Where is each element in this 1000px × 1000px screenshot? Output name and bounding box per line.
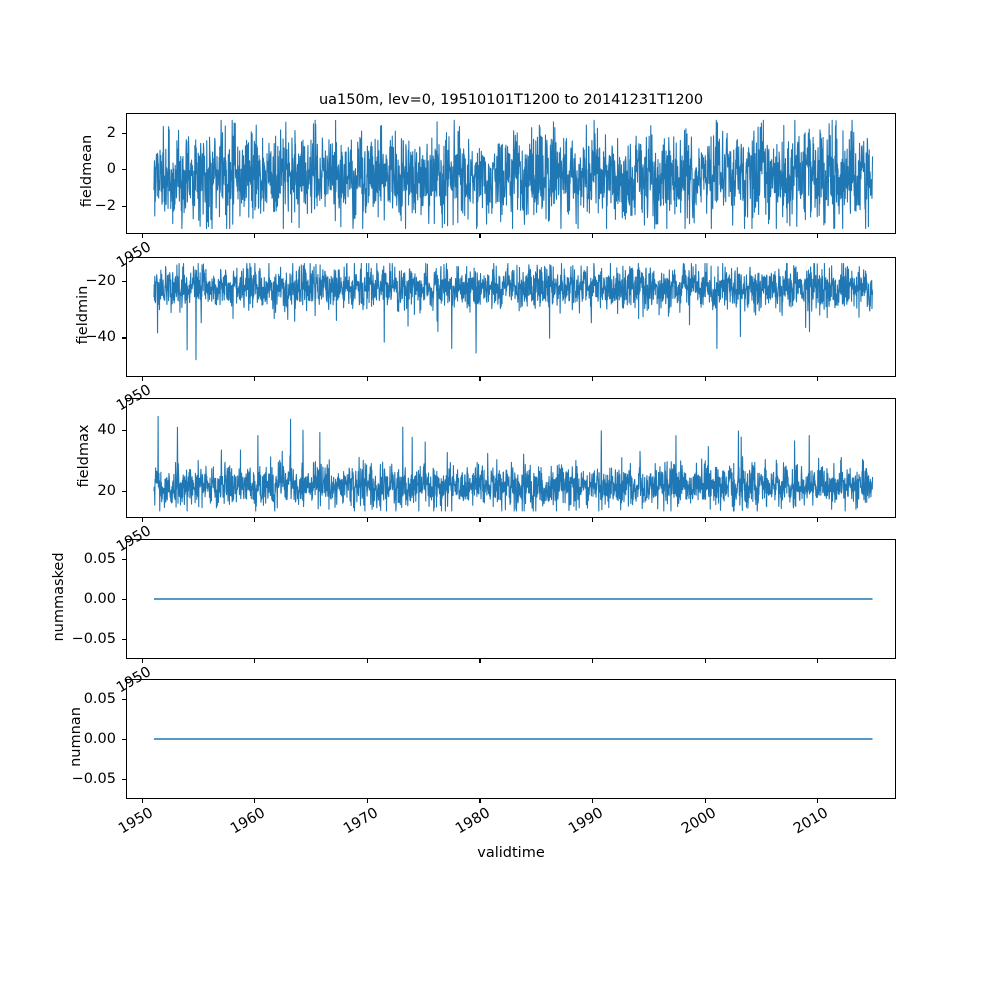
x-tick-mark xyxy=(366,799,368,803)
plot-area-fieldmean xyxy=(153,119,874,230)
x-tick-label: 2010 xyxy=(791,805,832,838)
x-tick-label: 1990 xyxy=(566,805,607,838)
x-tick-mark xyxy=(592,659,594,663)
y-tick-mark xyxy=(122,169,126,171)
y-tick-label: 40 xyxy=(97,421,116,438)
x-tick-mark xyxy=(479,234,481,238)
subplot-fieldmean xyxy=(126,113,896,234)
x-tick-mark xyxy=(366,659,368,663)
x-tick-mark xyxy=(704,799,706,803)
x-axis-label: validtime xyxy=(477,845,545,861)
plot-area-fieldmin xyxy=(153,263,874,361)
y-tick-mark xyxy=(122,699,126,701)
y-tick-label: 0.05 xyxy=(83,691,116,707)
y-tick-label: −20 xyxy=(85,273,116,289)
series-line xyxy=(153,119,874,230)
plot-area-fieldmax xyxy=(153,415,874,512)
y-tick-mark xyxy=(122,281,126,283)
x-tick-mark xyxy=(817,377,819,381)
x-tick-mark xyxy=(254,799,256,803)
x-tick-label: 1960 xyxy=(228,805,269,838)
x-tick-mark xyxy=(141,377,143,381)
x-tick-mark xyxy=(817,518,819,522)
x-tick-mark xyxy=(704,377,706,381)
subplot-nummasked xyxy=(126,539,896,659)
x-tick-mark xyxy=(141,659,143,663)
y-tick-label: 2 xyxy=(106,125,116,141)
x-tick-mark xyxy=(254,234,256,238)
x-tick-mark xyxy=(366,234,368,238)
y-tick-label: 0.05 xyxy=(83,551,116,567)
x-tick-mark xyxy=(704,234,706,238)
x-tick-mark xyxy=(817,659,819,663)
x-tick-mark xyxy=(592,799,594,803)
y-tick-label: −40 xyxy=(85,329,116,346)
x-tick-mark xyxy=(479,377,481,381)
y-tick-mark xyxy=(122,779,126,781)
x-tick-mark xyxy=(479,799,481,803)
subplot-numnan xyxy=(126,679,896,799)
series-line xyxy=(153,263,874,361)
x-tick-mark xyxy=(141,234,143,238)
y-tick-mark xyxy=(122,490,126,492)
y-tick-mark xyxy=(122,429,126,431)
x-tick-mark xyxy=(366,518,368,522)
x-tick-mark xyxy=(479,518,481,522)
subplot-fieldmin xyxy=(126,257,896,377)
y-tick-label: −0.05 xyxy=(71,631,116,647)
x-tick-mark xyxy=(254,659,256,663)
series-line xyxy=(153,415,874,512)
x-tick-mark xyxy=(254,377,256,381)
y-tick-mark xyxy=(122,337,126,339)
y-axis-label-fieldmax: fieldmax xyxy=(76,424,92,488)
y-tick-label: 20 xyxy=(97,482,116,499)
y-tick-mark xyxy=(122,639,126,641)
x-tick-mark xyxy=(817,799,819,803)
y-tick-mark xyxy=(122,205,126,207)
x-tick-label: 1980 xyxy=(453,805,494,838)
x-tick-mark xyxy=(254,518,256,522)
y-tick-mark xyxy=(122,599,126,601)
x-tick-mark xyxy=(817,234,819,238)
plot-area-nummasked xyxy=(153,598,873,600)
x-tick-mark xyxy=(592,518,594,522)
y-tick-label: 0.00 xyxy=(83,731,116,747)
x-tick-mark xyxy=(366,377,368,381)
y-tick-label: 0.00 xyxy=(83,591,116,607)
x-tick-label: 1950 xyxy=(115,805,156,838)
x-tick-mark xyxy=(704,659,706,663)
x-tick-mark xyxy=(592,377,594,381)
x-tick-label: 2000 xyxy=(678,805,719,838)
x-tick-mark xyxy=(479,659,481,663)
y-tick-mark xyxy=(122,133,126,135)
x-tick-label: 1970 xyxy=(340,805,381,838)
y-tick-mark xyxy=(122,559,126,561)
x-tick-mark xyxy=(592,234,594,238)
y-tick-label: 0 xyxy=(106,161,116,178)
x-tick-mark xyxy=(141,518,143,522)
subplot-fieldmax xyxy=(126,398,896,518)
x-tick-mark xyxy=(704,518,706,522)
plot-area-numnan xyxy=(153,738,873,740)
figure-title: ua150m, lev=0, 19510101T1200 to 20141231… xyxy=(318,92,704,108)
x-tick-mark xyxy=(141,799,143,803)
y-tick-label: −2 xyxy=(94,197,116,214)
y-tick-mark xyxy=(122,739,126,741)
y-tick-label: −0.05 xyxy=(71,771,116,787)
